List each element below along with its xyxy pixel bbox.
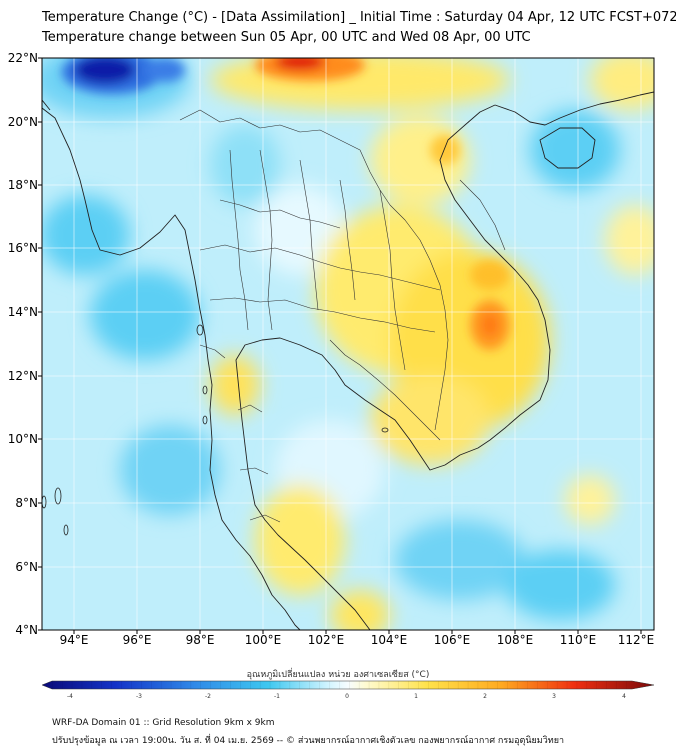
colorbar-tick: -4 — [67, 693, 73, 700]
lon-label: 108°E — [496, 633, 534, 647]
map-frame — [41, 57, 655, 631]
colorbar-tick: 0 — [345, 693, 349, 700]
colorbar-tick: 1 — [414, 693, 418, 700]
lat-label: 8°N — [15, 496, 38, 510]
lat-label: 20°N — [7, 115, 38, 129]
coastlines — [42, 91, 654, 630]
map-title: Temperature Change (°C) - [Data Assimila… — [42, 10, 676, 25]
lon-label: 98°E — [185, 633, 215, 647]
lon-label: 104°E — [370, 633, 408, 647]
footer-update-info: ปรับปรุงข้อมูล ณ เวลา 19:00น. วัน ส. ที่… — [52, 736, 565, 746]
map-subtitle: Temperature change between Sun 05 Apr, 0… — [42, 30, 531, 45]
lat-label: 10°N — [7, 432, 38, 446]
lon-label: 112°E — [617, 633, 655, 647]
colorbar-tick: 2 — [483, 693, 487, 700]
lat-label: 4°N — [15, 623, 38, 637]
lat-label: 12°N — [7, 369, 38, 383]
lat-label: 6°N — [15, 560, 38, 574]
graticule — [42, 58, 654, 630]
province-borders — [179, 109, 506, 523]
lon-label: 94°E — [59, 633, 89, 647]
footer-model-info: WRF-DA Domain 01 :: Grid Resolution 9km … — [52, 718, 275, 728]
lon-label: 96°E — [122, 633, 152, 647]
lon-label: 102°E — [307, 633, 345, 647]
lon-label: 106°E — [433, 633, 471, 647]
lat-label: 14°N — [7, 305, 38, 319]
lat-label: 18°N — [7, 178, 38, 192]
colorbar-tick: -2 — [205, 693, 211, 700]
lon-label: 100°E — [244, 633, 282, 647]
colorbar-tick: -3 — [136, 693, 142, 700]
colorbar-tick: -1 — [274, 693, 280, 700]
lat-label: 22°N — [7, 51, 38, 65]
lat-label: 16°N — [7, 241, 38, 255]
colorbar-tick: 3 — [552, 693, 556, 700]
colorbar-label: อุณหภูมิเปลี่ยนแปลง หน่วย องศาเซลเซียส (… — [246, 670, 430, 680]
temperature-field — [42, 58, 654, 630]
lon-label: 110°E — [559, 633, 597, 647]
colorbar-tick: 4 — [622, 693, 626, 700]
axis-ticks — [38, 57, 642, 634]
islands — [42, 324, 389, 536]
